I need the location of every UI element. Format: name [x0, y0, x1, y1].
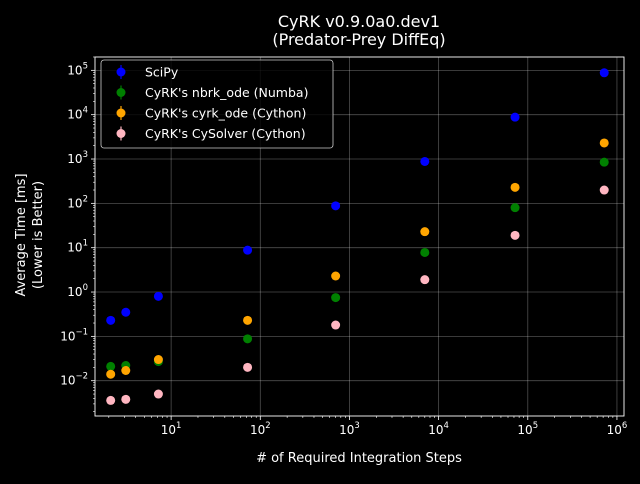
legend-marker-series-1 [116, 67, 126, 77]
y-tick-label: 100 [67, 283, 88, 299]
data-point-series-4 [121, 394, 131, 404]
data-point-series-4 [153, 389, 163, 399]
y-tick-label: 103 [67, 150, 88, 166]
x-axis-label: # of Required Integration Steps [256, 451, 462, 466]
data-point-series-2 [331, 293, 341, 303]
data-point-series-3 [420, 227, 430, 237]
data-point-series-1 [121, 307, 131, 317]
y-tick-label: 101 [67, 239, 88, 255]
data-point-series-2 [599, 157, 609, 167]
data-point-series-4 [510, 230, 520, 240]
y-tick-label: 105 [67, 61, 88, 77]
data-point-series-1 [153, 291, 163, 301]
legend-marker-series-3 [116, 108, 126, 118]
data-point-series-1 [243, 245, 253, 255]
y-axis-label-line2: (Lower is Better) [31, 181, 46, 289]
data-point-series-4 [420, 275, 430, 285]
legend-label-series-4: CyRK's CySolver (Cython) [145, 126, 306, 141]
data-point-series-4 [599, 185, 609, 195]
x-tick-label: 106 [607, 421, 628, 437]
y-axis-label-line1: Average Time [ms] [14, 173, 29, 296]
y-tick-label: 104 [67, 106, 88, 122]
legend-marker-series-4 [116, 129, 126, 138]
legend: SciPy CyRK's nbrk_ode (Numba) CyRK's cyrk_… [100, 59, 334, 149]
data-point-series-1 [599, 68, 609, 78]
legend-label-series-1: SciPy [145, 65, 179, 80]
x-tick-label: 102 [250, 421, 271, 437]
data-point-series-4 [243, 362, 253, 372]
data-point-series-3 [243, 315, 253, 325]
x-tick-label: 103 [339, 421, 360, 437]
x-tick-label: 105 [517, 421, 538, 437]
legend-label-series-2: CyRK's nbrk_ode (Numba) [145, 85, 308, 100]
x-tick-label: 104 [428, 421, 449, 437]
data-point-series-4 [331, 320, 341, 330]
data-point-series-3 [599, 138, 609, 148]
data-point-series-1 [510, 112, 520, 122]
y-tick-label: 102 [67, 194, 88, 210]
data-point-series-2 [106, 361, 116, 371]
data-point-series-3 [331, 271, 341, 281]
data-point-series-3 [106, 369, 116, 379]
data-point-series-4 [106, 395, 116, 405]
data-point-series-1 [420, 156, 430, 166]
data-point-series-3 [153, 355, 163, 365]
chart-title: CyRK v0.9.0a0.dev1 [278, 12, 440, 31]
y-tick-label: 10−1 [60, 327, 88, 343]
plot-frame [94, 56, 625, 417]
data-point-series-3 [121, 365, 131, 375]
legend-label-series-3: CyRK's cyrk_ode (Cython) [145, 106, 306, 121]
y-tick-label: 10−2 [60, 372, 88, 388]
data-point-series-2 [510, 203, 520, 213]
legend-box [100, 59, 334, 149]
data-point-series-1 [106, 315, 116, 325]
chart-subtitle: (Predator-Prey DiffEq) [272, 30, 445, 49]
data-point-series-1 [331, 201, 341, 211]
legend-marker-series-2 [116, 88, 126, 97]
data-point-series-2 [243, 334, 253, 344]
x-tick-label: 101 [161, 421, 182, 437]
data-point-series-3 [510, 182, 520, 192]
data-point-series-2 [420, 247, 430, 257]
